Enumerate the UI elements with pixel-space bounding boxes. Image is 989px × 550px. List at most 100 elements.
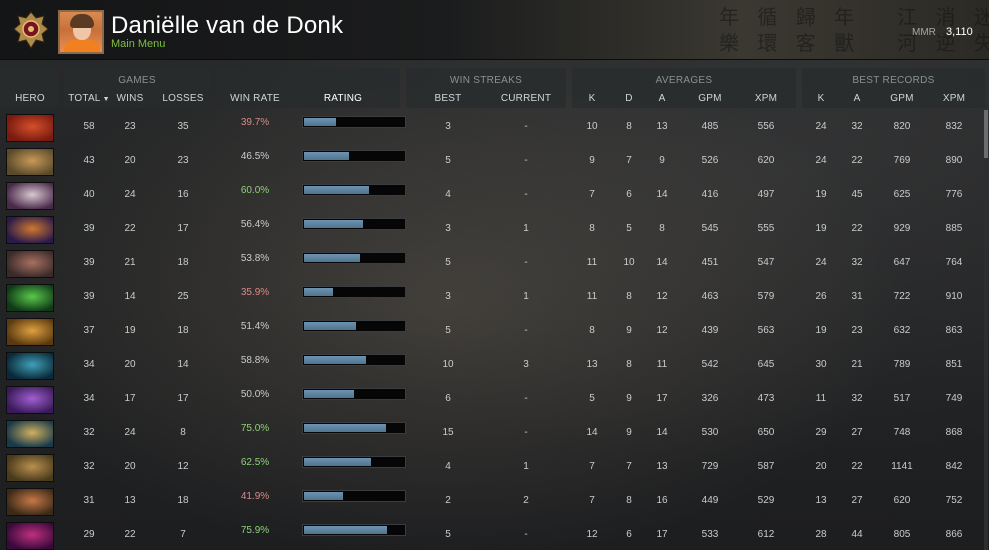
column-header-total-label: TOTAL [68, 93, 101, 104]
cell-avg-gpm: 439 [701, 325, 719, 336]
cell-total: 32 [83, 461, 95, 472]
cell-wins: 17 [124, 393, 136, 404]
hero-portrait-goblin-icon[interactable] [6, 488, 54, 516]
player-avatar-icon[interactable] [58, 10, 104, 54]
cell-current-streak: - [524, 121, 528, 132]
column-header-rating[interactable]: RATING [323, 93, 363, 104]
hero-portrait-blue-armor-icon[interactable] [6, 420, 54, 448]
cell-avg-k: 14 [586, 427, 598, 438]
table-row[interactable]: 32 20 12 62.5% 4 1 7 7 13 729 587 20 22 1141 842 [0, 451, 985, 485]
column-header-avg-d[interactable]: D [625, 93, 633, 104]
cell-total: 31 [83, 495, 95, 506]
cell-avg-d: 8 [626, 359, 632, 370]
hero-portrait-golden-knight-icon[interactable] [6, 318, 54, 346]
rating-bar-fill [304, 288, 333, 296]
column-header-avg-k[interactable]: K [588, 93, 596, 104]
cell-avg-d: 5 [626, 223, 632, 234]
table-row[interactable]: 39 22 17 56.4% 3 1 8 5 8 545 555 19 22 929 885 [0, 213, 985, 247]
cell-rec-k: 20 [815, 461, 827, 472]
table-row[interactable]: 34 17 17 50.0% 6 - 5 9 17 326 473 11 32 517 749 [0, 383, 985, 417]
cell-rec-k: 24 [815, 121, 827, 132]
cell-rec-gpm: 632 [893, 325, 911, 336]
hero-column-header [0, 68, 58, 108]
cell-winrate: 53.8% [240, 253, 270, 264]
cell-rec-gpm: 625 [893, 189, 911, 200]
column-header-wins[interactable]: WINS [116, 93, 144, 104]
cell-avg-gpm: 545 [701, 223, 719, 234]
hero-portrait-violet-spirit-icon[interactable] [6, 386, 54, 414]
cell-avg-xpm: 547 [757, 257, 775, 268]
column-header-rec-xpm[interactable]: XPM [942, 93, 966, 104]
table-row[interactable]: 29 22 7 75.9% 5 - 12 6 17 533 612 28 44 805 866 [0, 519, 985, 550]
table-row[interactable]: 58 23 35 39.7% 3 - 10 8 13 485 556 24 32 820 832 [0, 111, 985, 145]
column-header-rec-a[interactable]: A [853, 93, 861, 104]
cell-rec-gpm: 722 [893, 291, 911, 302]
cell-best-streak: 3 [445, 223, 451, 234]
cell-total: 40 [83, 189, 95, 200]
cell-total: 29 [83, 529, 95, 540]
column-header-avg-a[interactable]: A [658, 93, 666, 104]
table-row[interactable]: 31 13 18 41.9% 2 2 7 8 16 449 529 13 27 620 752 [0, 485, 985, 519]
cell-current-streak: - [524, 529, 528, 540]
cell-losses: 17 [177, 223, 189, 234]
column-header-best-streak[interactable]: BEST [434, 93, 462, 104]
table-row[interactable]: 40 24 16 60.0% 4 - 7 6 14 416 497 19 45 625 776 [0, 179, 985, 213]
hero-portrait-beast-icon[interactable] [6, 148, 54, 176]
hero-portrait-red-demon-icon[interactable] [6, 114, 54, 142]
cell-best-streak: 2 [445, 495, 451, 506]
cell-avg-a: 14 [656, 189, 668, 200]
cell-rec-k: 28 [815, 529, 827, 540]
cell-total: 43 [83, 155, 95, 166]
hero-portrait-teal-assassin-icon[interactable] [6, 352, 54, 380]
column-header-rec-k[interactable]: K [817, 93, 825, 104]
cell-rec-xpm: 764 [945, 257, 963, 268]
hero-portrait-orc-chief-icon[interactable] [6, 454, 54, 482]
column-header-rec-gpm[interactable]: GPM [890, 93, 914, 104]
cell-avg-gpm: 451 [701, 257, 719, 268]
column-header-hero[interactable]: HERO [15, 93, 45, 104]
table-row[interactable]: 39 21 18 53.8% 5 - 11 10 14 451 547 24 32 647 764 [0, 247, 985, 281]
hero-portrait-crimson-wraith-icon[interactable] [6, 522, 54, 550]
column-header-total[interactable]: TOTAL ▼ [66, 93, 112, 104]
hero-portrait-pale-mage-icon[interactable] [6, 182, 54, 210]
scrollbar-thumb[interactable] [984, 110, 988, 158]
cell-rec-a: 32 [851, 257, 863, 268]
table-row[interactable]: 34 20 14 58.8% 10 3 13 8 11 542 645 30 21 789 851 [0, 349, 985, 383]
hero-portrait-green-insect-icon[interactable] [6, 284, 54, 312]
cell-wins: 20 [124, 461, 136, 472]
hero-portrait-purple-warrior-icon[interactable] [6, 216, 54, 244]
cell-avg-gpm: 416 [701, 189, 719, 200]
cell-losses: 35 [177, 121, 189, 132]
column-header-current-streak[interactable]: CURRENT [500, 93, 552, 104]
cell-rec-a: 45 [851, 189, 863, 200]
cell-avg-k: 7 [589, 461, 595, 472]
table-row[interactable]: 32 24 8 75.0% 15 - 14 9 14 530 650 29 27 748 868 [0, 417, 985, 451]
cell-rec-a: 27 [851, 427, 863, 438]
rating-bar [302, 456, 406, 468]
table-row[interactable]: 39 14 25 35.9% 3 1 11 8 12 463 579 26 31 722 910 [0, 281, 985, 315]
cell-rec-k: 29 [815, 427, 827, 438]
cell-winrate: 62.5% [240, 457, 270, 468]
cell-avg-a: 13 [656, 461, 668, 472]
games-group-title: GAMES [118, 75, 156, 86]
cell-avg-a: 12 [656, 325, 668, 336]
cell-avg-a: 8 [659, 223, 665, 234]
cell-best-streak: 3 [445, 121, 451, 132]
table-scrollbar[interactable] [984, 110, 988, 550]
cell-total: 37 [83, 325, 95, 336]
main-menu-link[interactable]: Main Menu [111, 38, 166, 50]
table-row[interactable]: 43 20 23 46.5% 5 - 9 7 9 526 620 24 22 769 890 [0, 145, 985, 179]
cell-wins: 14 [124, 291, 136, 302]
table-row[interactable]: 37 19 18 51.4% 5 - 8 9 12 439 563 19 23 632 863 [0, 315, 985, 349]
column-header-avg-gpm[interactable]: GPM [698, 93, 722, 104]
hero-portrait-brute-icon[interactable] [6, 250, 54, 278]
rating-bar-fill [304, 424, 386, 432]
cell-avg-gpm: 526 [701, 155, 719, 166]
cell-total: 39 [83, 291, 95, 302]
column-header-avg-xpm[interactable]: XPM [754, 93, 778, 104]
cell-losses: 17 [177, 393, 189, 404]
cell-winrate: 35.9% [240, 287, 270, 298]
cell-avg-d: 8 [626, 495, 632, 506]
column-header-losses[interactable]: LOSSES [162, 93, 204, 104]
column-header-winrate[interactable]: WIN RATE [230, 93, 280, 104]
